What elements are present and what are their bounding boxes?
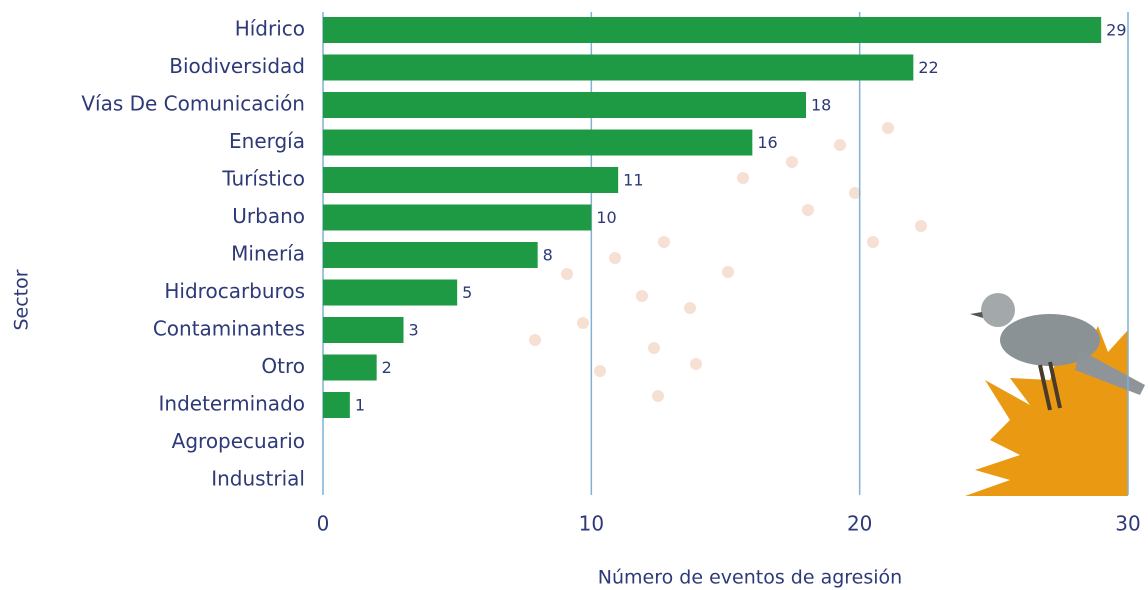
bar	[323, 205, 591, 231]
bar	[323, 392, 350, 418]
bar	[323, 355, 377, 381]
x-tick-label: 30	[1115, 512, 1140, 536]
y-tick-label: Biodiversidad	[169, 54, 305, 78]
y-tick-label: Agropecuario	[172, 429, 305, 453]
bar	[323, 17, 1101, 43]
y-tick-label: Otro	[261, 354, 305, 378]
y-tick-label: Indeterminado	[159, 392, 306, 416]
bar	[323, 130, 752, 156]
y-tick-label: Hidrocarburos	[164, 279, 305, 303]
bar	[323, 55, 913, 81]
x-tick-label: 0	[317, 512, 330, 536]
y-tick-label: Turístico	[221, 167, 305, 191]
value-label: 16	[757, 133, 777, 152]
bar	[323, 317, 404, 343]
y-axis-label: Sector	[11, 269, 33, 330]
y-tick-label: Hídrico	[235, 17, 305, 41]
value-label: 3	[409, 321, 419, 340]
y-tick-label: Vías De Comunicación	[81, 92, 305, 116]
bar	[323, 242, 538, 268]
value-label: 18	[811, 96, 831, 115]
bar	[323, 280, 457, 306]
value-label: 22	[918, 58, 938, 77]
x-tick-label: 10	[579, 512, 604, 536]
y-tick-label: Contaminantes	[153, 317, 305, 341]
value-label: 2	[382, 358, 392, 377]
value-label: 8	[543, 246, 553, 265]
decoration-dots	[529, 122, 927, 402]
x-tick-label: 20	[847, 512, 872, 536]
value-label: 5	[462, 283, 472, 302]
y-tick-label: Industrial	[211, 467, 305, 491]
y-tick-label: Energía	[229, 129, 305, 153]
y-tick-label: Urbano	[232, 204, 305, 228]
value-label: 29	[1106, 21, 1126, 40]
value-label: 11	[623, 171, 643, 190]
bar	[323, 92, 806, 118]
x-axis-label: Número de eventos de agresión	[598, 567, 902, 589]
y-tick-label: Minería	[231, 242, 305, 266]
value-label: 1	[355, 396, 365, 415]
bar	[323, 167, 618, 193]
chart: Número de eventos de agresión Sector 0 10…	[0, 0, 1148, 590]
value-label: 10	[596, 208, 616, 227]
